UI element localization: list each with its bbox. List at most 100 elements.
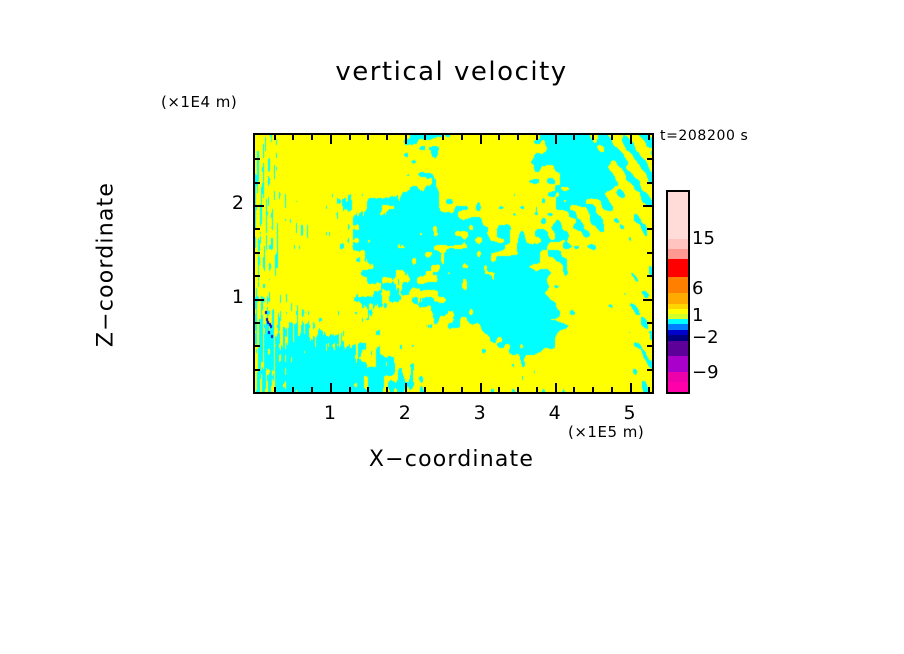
x-axis-title: X−coordinate	[368, 447, 535, 472]
x-axis-tick	[311, 135, 314, 140]
x-axis-tick	[423, 135, 426, 140]
x-axis-tick	[367, 135, 370, 140]
y-axis-tick	[647, 181, 652, 184]
x-axis-tick	[460, 135, 463, 140]
x-axis-tick	[573, 135, 576, 140]
colorbar-tick-label: −9	[692, 362, 719, 383]
y-tick-label: 2	[231, 192, 244, 215]
y-axis-tick	[643, 298, 652, 301]
y-axis-tick	[647, 345, 652, 348]
x-axis-tick	[292, 387, 295, 392]
x-axis-tick	[404, 383, 407, 392]
y-axis-tick	[647, 251, 652, 254]
colorbar-band	[668, 372, 688, 382]
x-axis-tick	[592, 135, 595, 140]
x-axis-tick	[554, 135, 557, 144]
x-axis-tick	[442, 387, 445, 392]
x-axis-tick	[629, 135, 632, 144]
y-axis-tick	[255, 275, 260, 278]
y-axis-tick	[255, 345, 260, 348]
y-axis-tick	[255, 321, 260, 324]
x-axis-tick	[610, 387, 613, 392]
x-axis-tick	[348, 135, 351, 140]
x-axis-tick	[273, 387, 276, 392]
x-axis-tick	[498, 135, 501, 140]
time-annotation: t=208200 s	[660, 128, 749, 144]
colorbar-band	[668, 314, 688, 319]
x-tick-label: 1	[323, 402, 336, 424]
colorbar-band	[668, 319, 688, 324]
x-axis-tick	[386, 135, 389, 140]
x-axis-tick	[629, 383, 632, 392]
x-axis-tick	[329, 383, 332, 392]
y-axis-tick	[647, 228, 652, 231]
x-axis-unit-label: (×1E5 m)	[568, 423, 645, 441]
x-axis-tick	[498, 387, 501, 392]
colorbar-tick-label: −2	[692, 327, 719, 348]
y-axis-tick	[255, 228, 260, 231]
x-axis-tick	[479, 383, 482, 392]
y-tick-label: 1	[231, 285, 244, 308]
colorbar-tick-label: 1	[692, 305, 704, 326]
x-tick-label: 4	[548, 402, 561, 424]
contour-plot-area	[253, 133, 654, 394]
x-axis-tick	[348, 387, 351, 392]
x-axis-tick	[479, 135, 482, 144]
y-axis-tick	[643, 205, 652, 208]
x-axis-tick	[311, 387, 314, 392]
x-axis-tick	[367, 387, 370, 392]
x-axis-tick	[442, 135, 445, 140]
y-axis-tick	[255, 181, 260, 184]
colorbar-band	[668, 335, 688, 341]
colorbar-band	[668, 382, 688, 392]
colorbar-band	[668, 259, 688, 277]
y-axis-tick	[255, 298, 264, 301]
colorbar	[666, 190, 690, 394]
colorbar-band	[668, 356, 688, 372]
x-axis-tick	[386, 387, 389, 392]
colorbar-band	[668, 309, 688, 314]
y-axis-tick	[255, 158, 260, 161]
colorbar-band	[668, 293, 688, 304]
colorbar-band	[668, 277, 688, 293]
x-axis-tick	[648, 135, 651, 140]
x-axis-tick	[292, 135, 295, 140]
x-axis-tick	[423, 387, 426, 392]
colorbar-band	[668, 239, 688, 249]
y-axis-unit-label: (×1E4 m)	[161, 93, 238, 111]
y-axis-tick	[255, 205, 264, 208]
x-axis-tick	[648, 387, 651, 392]
x-axis-tick	[273, 135, 276, 140]
x-axis-tick	[404, 135, 407, 144]
y-axis-title: Z−coordinate	[93, 181, 119, 348]
y-axis-tick	[647, 321, 652, 324]
x-axis-tick	[517, 135, 520, 140]
colorbar-tick-label: 6	[692, 278, 704, 299]
colorbar-band	[668, 249, 688, 259]
x-axis-tick	[460, 387, 463, 392]
x-axis-tick	[554, 383, 557, 392]
x-axis-tick	[329, 135, 332, 144]
x-tick-label: 3	[473, 402, 486, 424]
y-axis-tick	[255, 368, 260, 371]
colorbar-band	[668, 304, 688, 309]
x-tick-label: 2	[398, 402, 411, 424]
x-axis-tick	[517, 387, 520, 392]
y-axis-tick	[647, 158, 652, 161]
colorbar-band	[668, 330, 688, 335]
x-tick-label: 5	[623, 402, 636, 424]
x-axis-tick	[573, 387, 576, 392]
colorbar-band	[668, 324, 688, 330]
page-title: vertical velocity	[335, 57, 568, 87]
x-axis-tick	[535, 135, 538, 140]
colorbar-band	[668, 192, 688, 239]
colorbar-band	[668, 341, 688, 356]
contour-field	[255, 135, 652, 392]
y-axis-tick	[647, 275, 652, 278]
x-axis-tick	[610, 135, 613, 140]
y-axis-tick	[647, 368, 652, 371]
x-axis-tick	[535, 387, 538, 392]
x-axis-tick	[592, 387, 595, 392]
colorbar-tick-label: 15	[692, 228, 715, 249]
